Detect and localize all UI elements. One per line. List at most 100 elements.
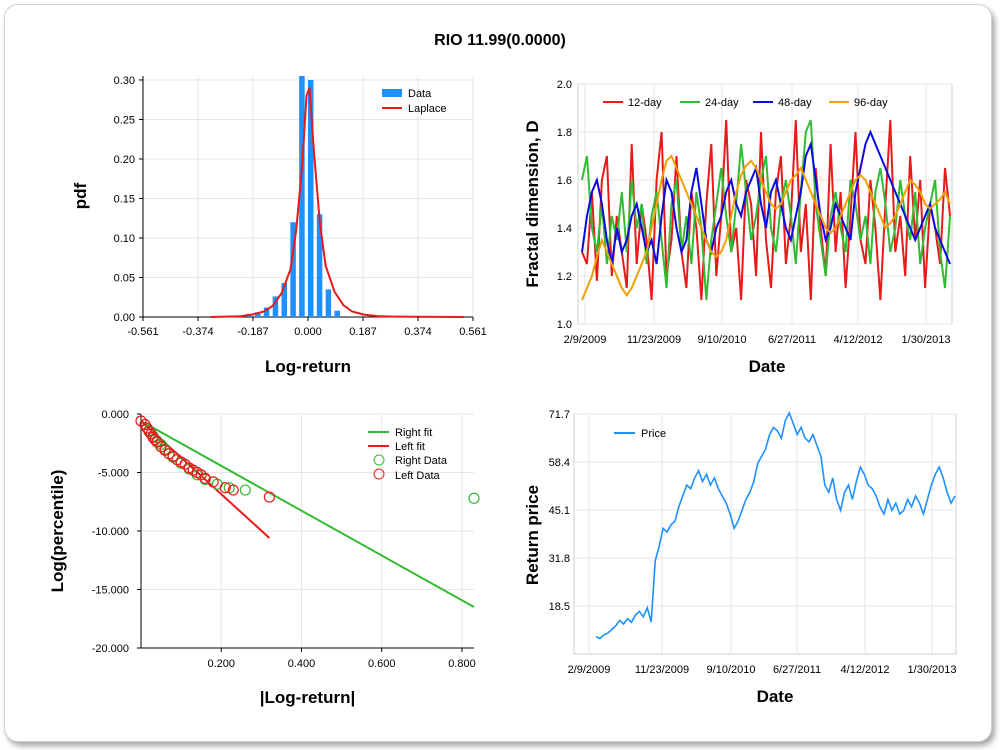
hist-bar xyxy=(272,296,279,317)
legend-swatch-left-data xyxy=(373,468,385,480)
hist-x-tick-label: 0.374 xyxy=(404,326,432,338)
price-line xyxy=(595,410,956,640)
tail-point-Left Data xyxy=(155,441,167,453)
tail-y-tick-label: -10.000 xyxy=(92,526,129,538)
chart-title: RIO 11.99(0.0000) xyxy=(434,32,566,49)
hist-x-tick-label: 0.561 xyxy=(459,326,487,338)
legend-label-right-data: Right Data xyxy=(395,455,448,467)
legend-label-24-day: 24-day xyxy=(705,97,739,109)
tail-point-Left Data xyxy=(207,476,219,488)
tail-x-tick-label: 0.400 xyxy=(288,658,316,670)
hist-bar xyxy=(255,312,261,317)
price-y-tick-label: 18.5 xyxy=(549,601,570,613)
price-x-tick-label: 1/30/2013 xyxy=(908,664,957,676)
fractal-y-tick-label: 1.2 xyxy=(557,271,572,283)
tail-point-Left Data xyxy=(143,425,155,438)
price-x-tick-label: 9/10/2010 xyxy=(707,664,756,676)
chart-frame xyxy=(4,4,992,742)
hist-bar xyxy=(325,289,332,317)
hist-y-tick-label: 0.30 xyxy=(114,75,135,87)
price-x-tick-label: 6/27/2011 xyxy=(773,664,821,676)
price-y-tick-label: 71.7 xyxy=(549,409,570,421)
legend-label-price: Price xyxy=(641,428,666,440)
fractal-y-tick-label: 1.4 xyxy=(557,223,572,235)
fractal-line-24-day xyxy=(581,119,951,301)
hist-x-tick-label: -0.561 xyxy=(127,326,158,338)
tail-point-Left Data xyxy=(135,415,147,427)
hist-bar xyxy=(290,222,296,317)
price-x-tick-label: 11/23/2009 xyxy=(635,664,689,676)
fractal-x-tick-label: 11/23/2009 xyxy=(627,334,681,346)
legend-label-right-fit: Right fit xyxy=(395,427,432,439)
tail-point-Left Data xyxy=(195,469,207,481)
hist-bar xyxy=(334,310,340,317)
tail-point-Right Data xyxy=(468,492,480,504)
fractal-x-tick-label: 6/27/2011 xyxy=(768,334,816,346)
price-x-tick-label: 4/12/2012 xyxy=(841,664,890,676)
hist-y-tick-label: 0.00 xyxy=(114,312,135,324)
legend-label-laplace: Laplace xyxy=(408,103,447,115)
price-x-label: Date xyxy=(757,687,794,706)
legend-label-48-day: 48-day xyxy=(778,97,812,109)
hist-y-tick-label: 0.25 xyxy=(114,114,135,126)
tail-x-tick-label: 0.200 xyxy=(207,658,235,670)
hist-y-tick-label: 0.15 xyxy=(114,193,135,205)
hist-bar xyxy=(263,307,270,317)
legend-swatch-data xyxy=(382,89,402,97)
legend-label-96-day: 96-day xyxy=(854,97,888,109)
fractal-line-96-day xyxy=(581,154,951,301)
fractal-y-label: Fractal dimension, D xyxy=(523,120,542,287)
price-x-tick-label: 2/9/2009 xyxy=(568,664,611,676)
laplace-curve xyxy=(210,87,464,318)
hist-x-tick-label: -0.374 xyxy=(182,326,213,338)
price-y-tick-label: 45.1 xyxy=(549,505,570,517)
legend-label-left-data: Left Data xyxy=(395,470,441,482)
fractal-x-tick-label: 2/9/2009 xyxy=(564,334,607,346)
tail-point-Left Data xyxy=(179,458,191,470)
tail-point-Left Data xyxy=(167,450,179,462)
hist-y-tick-label: 0.20 xyxy=(114,154,135,166)
hist-y-tick-label: 0.05 xyxy=(114,272,135,284)
hist-bar xyxy=(281,283,288,317)
legend-label-data: Data xyxy=(408,88,432,100)
hist-bar xyxy=(299,76,305,317)
hist-bar xyxy=(316,214,323,317)
tail-point-Left Data xyxy=(227,484,239,496)
fractal-y-tick-label: 2.0 xyxy=(557,79,572,91)
price-y-label: Return price xyxy=(523,485,542,585)
tail-x-tick-label: 0.600 xyxy=(368,658,396,670)
legend-swatch-right-data xyxy=(373,454,385,466)
price-y-tick-label: 31.8 xyxy=(549,553,570,565)
hist-x-tick-label: -0.187 xyxy=(237,326,268,338)
fractal-y-tick-label: 1.6 xyxy=(557,175,572,187)
price-y-tick-label: 58.4 xyxy=(549,457,570,469)
hist-x-tick-label: 0.187 xyxy=(349,326,377,338)
tail-point-Left Data xyxy=(159,444,171,456)
tail-y-tick-label: -20.000 xyxy=(92,643,129,655)
fractal-x-tick-label: 9/10/2010 xyxy=(698,334,747,346)
tail-point-Left Data xyxy=(219,482,231,494)
fractal-y-tick-label: 1.8 xyxy=(557,127,572,139)
tail-point-Left Data xyxy=(263,491,275,503)
tail-fit-Right fit xyxy=(140,420,475,608)
fractal-x-label: Date xyxy=(749,357,786,376)
fractal-x-tick-label: 4/12/2012 xyxy=(834,334,883,346)
hist-x-tick-label: 0.000 xyxy=(294,326,322,338)
tail-y-tick-label: -15.000 xyxy=(92,585,129,597)
tail-point-Left Data xyxy=(149,434,161,446)
legend-label-left-fit: Left fit xyxy=(395,441,425,453)
fractal-line-48-day xyxy=(581,129,951,265)
tail-y-label: Log(percentile) xyxy=(48,470,67,593)
tail-point-Right Data xyxy=(239,484,251,496)
tail-x-tick-label: 0.800 xyxy=(448,658,476,670)
fractal-y-tick-label: 1.0 xyxy=(557,319,572,331)
hist-bar xyxy=(308,79,314,317)
tail-y-tick-label: 0.000 xyxy=(101,409,129,421)
hist-y-tick-label: 0.10 xyxy=(114,233,135,245)
tail-x-label: |Log-return| xyxy=(260,688,355,707)
hist-x-label: Log-return xyxy=(265,357,351,376)
fractal-x-tick-label: 1/30/2013 xyxy=(902,334,951,346)
tail-y-tick-label: -5.000 xyxy=(98,468,129,480)
hist-y-label: pdf xyxy=(71,182,90,209)
